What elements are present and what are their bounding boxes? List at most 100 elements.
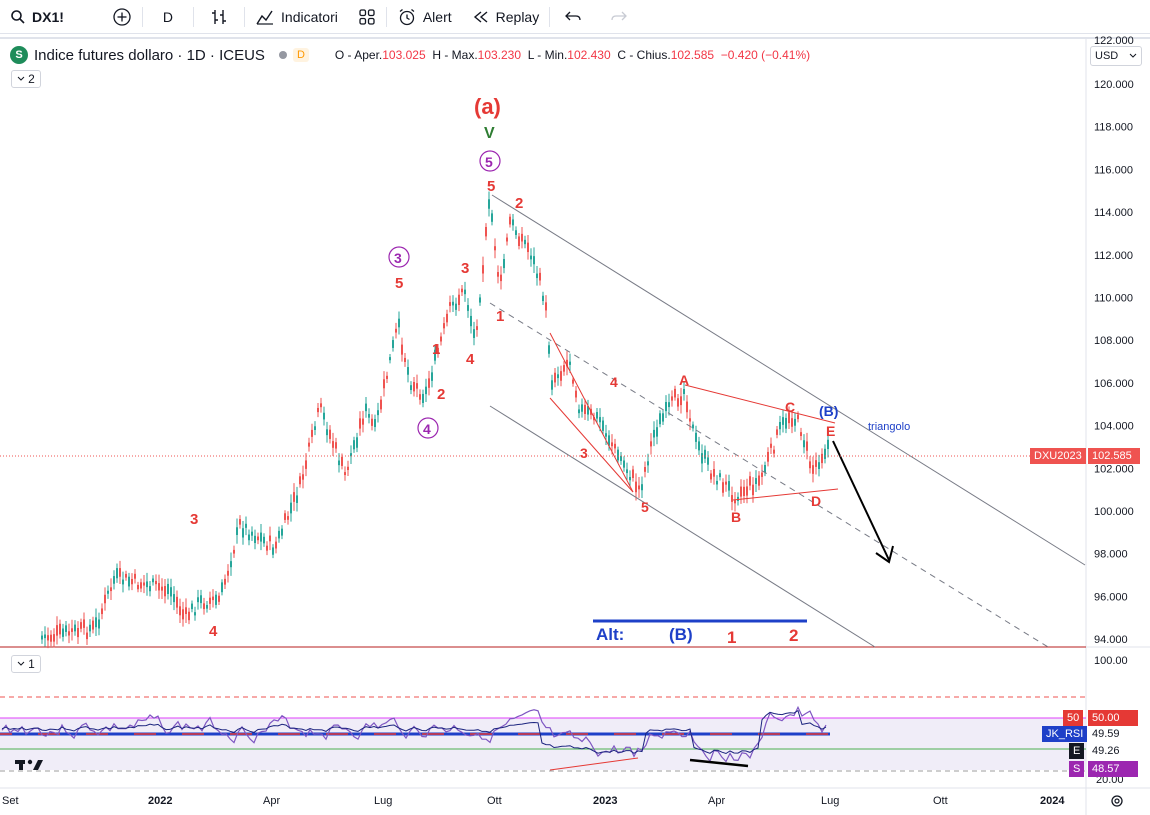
candle-body [785,417,787,429]
candle-body [131,579,133,585]
rsi-50-label-tag: 50 [1063,710,1084,726]
candle-body [233,549,235,554]
triangle-lower-line[interactable] [732,488,839,501]
high-value: 103.230 [477,48,522,62]
candle-body [536,273,538,279]
candle-body [74,624,76,632]
candle-body [320,403,322,408]
candle-body [428,378,430,388]
candle-body [356,437,358,448]
projection-arrow-line[interactable] [832,440,890,561]
candle-body [662,413,664,422]
divider [193,6,195,27]
chart-type-button[interactable] [194,0,244,34]
low-label: L - Min. [527,48,568,62]
exchange-badge: S [10,46,28,64]
candle-body [803,440,805,448]
wave-label-c5: 5 [485,154,493,170]
price-axis-label: 98.000 [1094,549,1128,561]
redo-icon [611,11,628,20]
settings-gear-icon[interactable] [1111,795,1123,807]
candle-body [215,594,217,605]
wave-label: 3 [190,511,198,528]
channel-lower-line[interactable] [489,405,876,648]
candle-body [62,628,64,637]
triangle-upper-line[interactable] [684,384,836,424]
candle-body [170,587,172,597]
wedge-line-1[interactable] [549,397,634,493]
wave-label: 5 [487,178,495,195]
add-circle-icon [113,7,131,26]
candle-body [545,302,547,311]
candle-body [248,534,250,541]
alt-2-label: 2 [789,626,798,645]
layout-button[interactable] [348,0,386,34]
time-axis[interactable]: Set 2022 Apr Lug Ott 2023 Apr Lug Ott 2024 [2,795,1065,807]
alt-label: Alt: [596,625,624,644]
price-axis[interactable]: 122.000 120.000 118.000 116.000 114.000 112.0… [1094,35,1134,646]
candle-body [518,236,520,247]
candle-body [245,523,247,528]
candle-body [212,596,214,601]
candle-body [779,422,781,430]
candle-body [65,625,67,632]
candle-body [290,502,292,514]
candle-body [377,410,379,416]
candle-body [326,429,328,436]
candle-body [260,532,262,542]
collapse-indicators-button[interactable]: 2 [11,70,41,88]
compare-button[interactable] [102,0,142,34]
e-label-tag: E [1069,743,1085,759]
candle-body [335,442,337,449]
price-axis-label: 110.000 [1094,293,1133,305]
interval-button[interactable]: D [143,0,193,34]
candle-body [569,361,571,365]
candle-body [323,412,325,420]
candle-body [530,255,532,260]
candle-body [311,429,313,437]
candle-body [329,429,331,439]
candle-body [680,396,682,406]
channel-upper-line[interactable] [491,194,1086,566]
candle-body [626,469,628,474]
candle-body [791,418,793,427]
candle-body [407,367,409,375]
collapse-rsi-button[interactable]: 1 [11,655,41,673]
close-label: C - Chius. [617,48,671,62]
candle-body [107,590,109,594]
wave-label-E: E [826,423,835,439]
symbol-search[interactable]: DX1! [0,0,74,34]
candle-body [179,606,181,616]
candle-body [806,441,808,451]
wave-label-B: B [731,509,741,525]
replay-button[interactable]: Replay [462,0,550,34]
candle-body [278,530,280,539]
time-axis-label: 2023 [593,795,617,807]
symbol-title[interactable]: Indice futures dollaro · 1D · ICEUS [34,46,265,64]
wedge-line-2[interactable] [549,332,634,493]
redo-button[interactable] [596,0,642,34]
candle-body [332,441,334,448]
candle-body [350,453,352,457]
candle-body [386,375,388,379]
candle-body [83,619,85,628]
candle-body [494,246,496,251]
alt-b-label: (B) [669,625,693,644]
candle-body [740,486,742,497]
channel-mid-dashed-line[interactable] [489,302,1049,648]
candle-body [728,481,730,491]
wave-label-C: C [785,399,795,415]
rsi-name-tag: JK_RSI [1042,726,1088,742]
candle-body [368,413,370,418]
indicators-button[interactable]: Indicatori [245,0,348,34]
candle-body [587,406,589,415]
candle-body [674,388,676,398]
undo-button[interactable] [550,0,596,34]
alt-1-label: 1 [727,628,736,647]
candle-body [143,582,145,586]
candle-body [41,635,43,640]
candle-body [461,288,463,293]
currency-select[interactable]: USD [1090,46,1142,66]
alert-button[interactable]: Alert [387,0,462,34]
